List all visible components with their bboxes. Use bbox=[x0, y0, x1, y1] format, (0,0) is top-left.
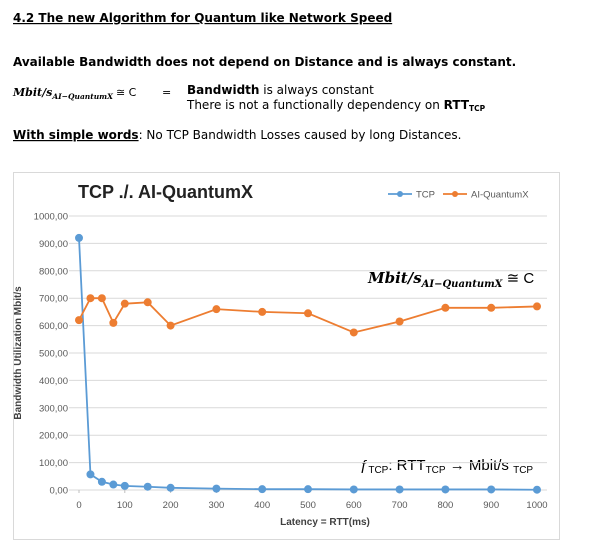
data-point bbox=[109, 480, 118, 489]
formula-lhs: Mbit/s bbox=[12, 86, 52, 99]
formula-rel: ≅ C bbox=[116, 86, 137, 99]
chart-title: TCP ./. AI-QuantumX bbox=[78, 182, 253, 202]
x-tick-label: 500 bbox=[300, 500, 316, 511]
annotation-2: ƒTCP: RTTTCP → Mbit/s TCP bbox=[360, 457, 533, 476]
ann-mid-sub: TCP bbox=[426, 465, 446, 476]
data-point bbox=[258, 485, 267, 494]
data-point bbox=[75, 316, 83, 325]
x-tick-label: 0 bbox=[76, 500, 81, 511]
rtt: RTT bbox=[444, 98, 470, 112]
term: Bandwidth bbox=[187, 83, 259, 97]
y-tick-label: 500,00 bbox=[39, 349, 68, 360]
x-tick-label: 800 bbox=[437, 500, 453, 511]
data-point bbox=[166, 483, 175, 492]
annotation-1: Mbit/sAI−QuantumX ≅ C bbox=[367, 269, 534, 290]
y-tick-label: 200,00 bbox=[39, 431, 68, 442]
summary-text: : No TCP Bandwidth Losses caused by long… bbox=[139, 128, 462, 142]
y-tick-label: 600,00 bbox=[39, 321, 68, 332]
x-tick-label: 900 bbox=[483, 500, 499, 511]
y-tick-label: 1000,00 bbox=[34, 212, 68, 223]
data-point bbox=[441, 485, 450, 494]
x-tick-label: 100 bbox=[117, 500, 133, 511]
summary-label: With simple words bbox=[13, 128, 139, 142]
data-point bbox=[212, 305, 221, 314]
y-tick-label: 100,00 bbox=[39, 458, 68, 469]
ann-mid: : RTT bbox=[388, 457, 425, 474]
data-point bbox=[75, 233, 83, 242]
data-point bbox=[533, 302, 541, 311]
data-point bbox=[441, 303, 450, 312]
y-axis-label: Bandwidth Utilization Mbit/s bbox=[13, 286, 24, 420]
ann-tail-sub: TCP bbox=[513, 465, 533, 476]
data-point bbox=[143, 482, 152, 491]
data-point bbox=[143, 298, 152, 307]
term-rest: is always constant bbox=[259, 83, 374, 97]
ann-main: Mbit/s bbox=[367, 269, 422, 287]
line2: There is not a functionally dependency o… bbox=[186, 98, 444, 112]
x-tick-label: 300 bbox=[208, 500, 224, 511]
data-point bbox=[120, 299, 129, 308]
x-tick-label: 600 bbox=[346, 500, 362, 511]
y-tick-label: 800,00 bbox=[39, 266, 68, 277]
data-point bbox=[349, 485, 358, 494]
heading: 4.2 The new Algorithm for Quantum like N… bbox=[13, 11, 392, 25]
data-point bbox=[487, 303, 496, 312]
plot: 0,00 100,00 200,00 300,00 400,00 500,00 600,00… bbox=[34, 190, 548, 512]
explanation-2: There is not a functionally dependency o… bbox=[186, 98, 486, 113]
data-point bbox=[86, 470, 95, 479]
data-point bbox=[109, 318, 118, 327]
data-point bbox=[349, 328, 358, 337]
x-tick-label: 1000 bbox=[526, 500, 547, 511]
data-point bbox=[258, 307, 267, 316]
data-point bbox=[120, 481, 129, 490]
x-tick-label: 200 bbox=[163, 500, 179, 511]
summary: With simple words: No TCP Bandwidth Loss… bbox=[13, 128, 462, 142]
legend-label: AI-QuantumX bbox=[471, 190, 529, 201]
formula-eq: = bbox=[162, 86, 171, 99]
data-point bbox=[166, 321, 175, 330]
data-point bbox=[487, 485, 496, 494]
data-point bbox=[304, 309, 312, 318]
data-point bbox=[97, 477, 106, 486]
ann-sub: AI−QuantumX bbox=[421, 279, 504, 290]
ann-f: ƒ bbox=[360, 457, 368, 474]
legend-label: TCP bbox=[416, 190, 435, 201]
formula-sub: AI−QuantumX bbox=[51, 92, 114, 101]
data-point bbox=[86, 294, 95, 303]
y-tick-label: 0,00 bbox=[50, 486, 69, 497]
ann-f-sub: TCP bbox=[368, 465, 388, 476]
y-tick-label: 400,00 bbox=[39, 376, 68, 387]
ann-tail: ≅ C bbox=[502, 270, 534, 287]
chart-frame bbox=[13, 172, 560, 540]
rtt-sub: TCP bbox=[469, 104, 486, 113]
data-point bbox=[395, 485, 404, 494]
y-tick-label: 300,00 bbox=[39, 403, 68, 414]
y-tick-label: 700,00 bbox=[39, 294, 68, 305]
legend-marker bbox=[452, 191, 458, 197]
x-tick-label: 700 bbox=[392, 500, 408, 511]
data-point bbox=[97, 294, 106, 303]
x-axis-label: Latency = RTT(ms) bbox=[280, 517, 370, 528]
data-point bbox=[304, 485, 312, 494]
formula: Mbit/sAI−QuantumX ≅ C = bbox=[12, 86, 171, 101]
data-point bbox=[212, 484, 221, 493]
data-point bbox=[533, 485, 541, 494]
ann-tail: → Mbit/s bbox=[446, 457, 514, 474]
y-tick-label: 900,00 bbox=[39, 239, 68, 250]
data-point bbox=[395, 317, 404, 326]
statement: Available Bandwidth does not depend on D… bbox=[13, 55, 516, 69]
legend-marker bbox=[397, 191, 403, 197]
x-tick-label: 400 bbox=[254, 500, 270, 511]
explanation-1: Bandwidth is always constant bbox=[187, 83, 374, 97]
